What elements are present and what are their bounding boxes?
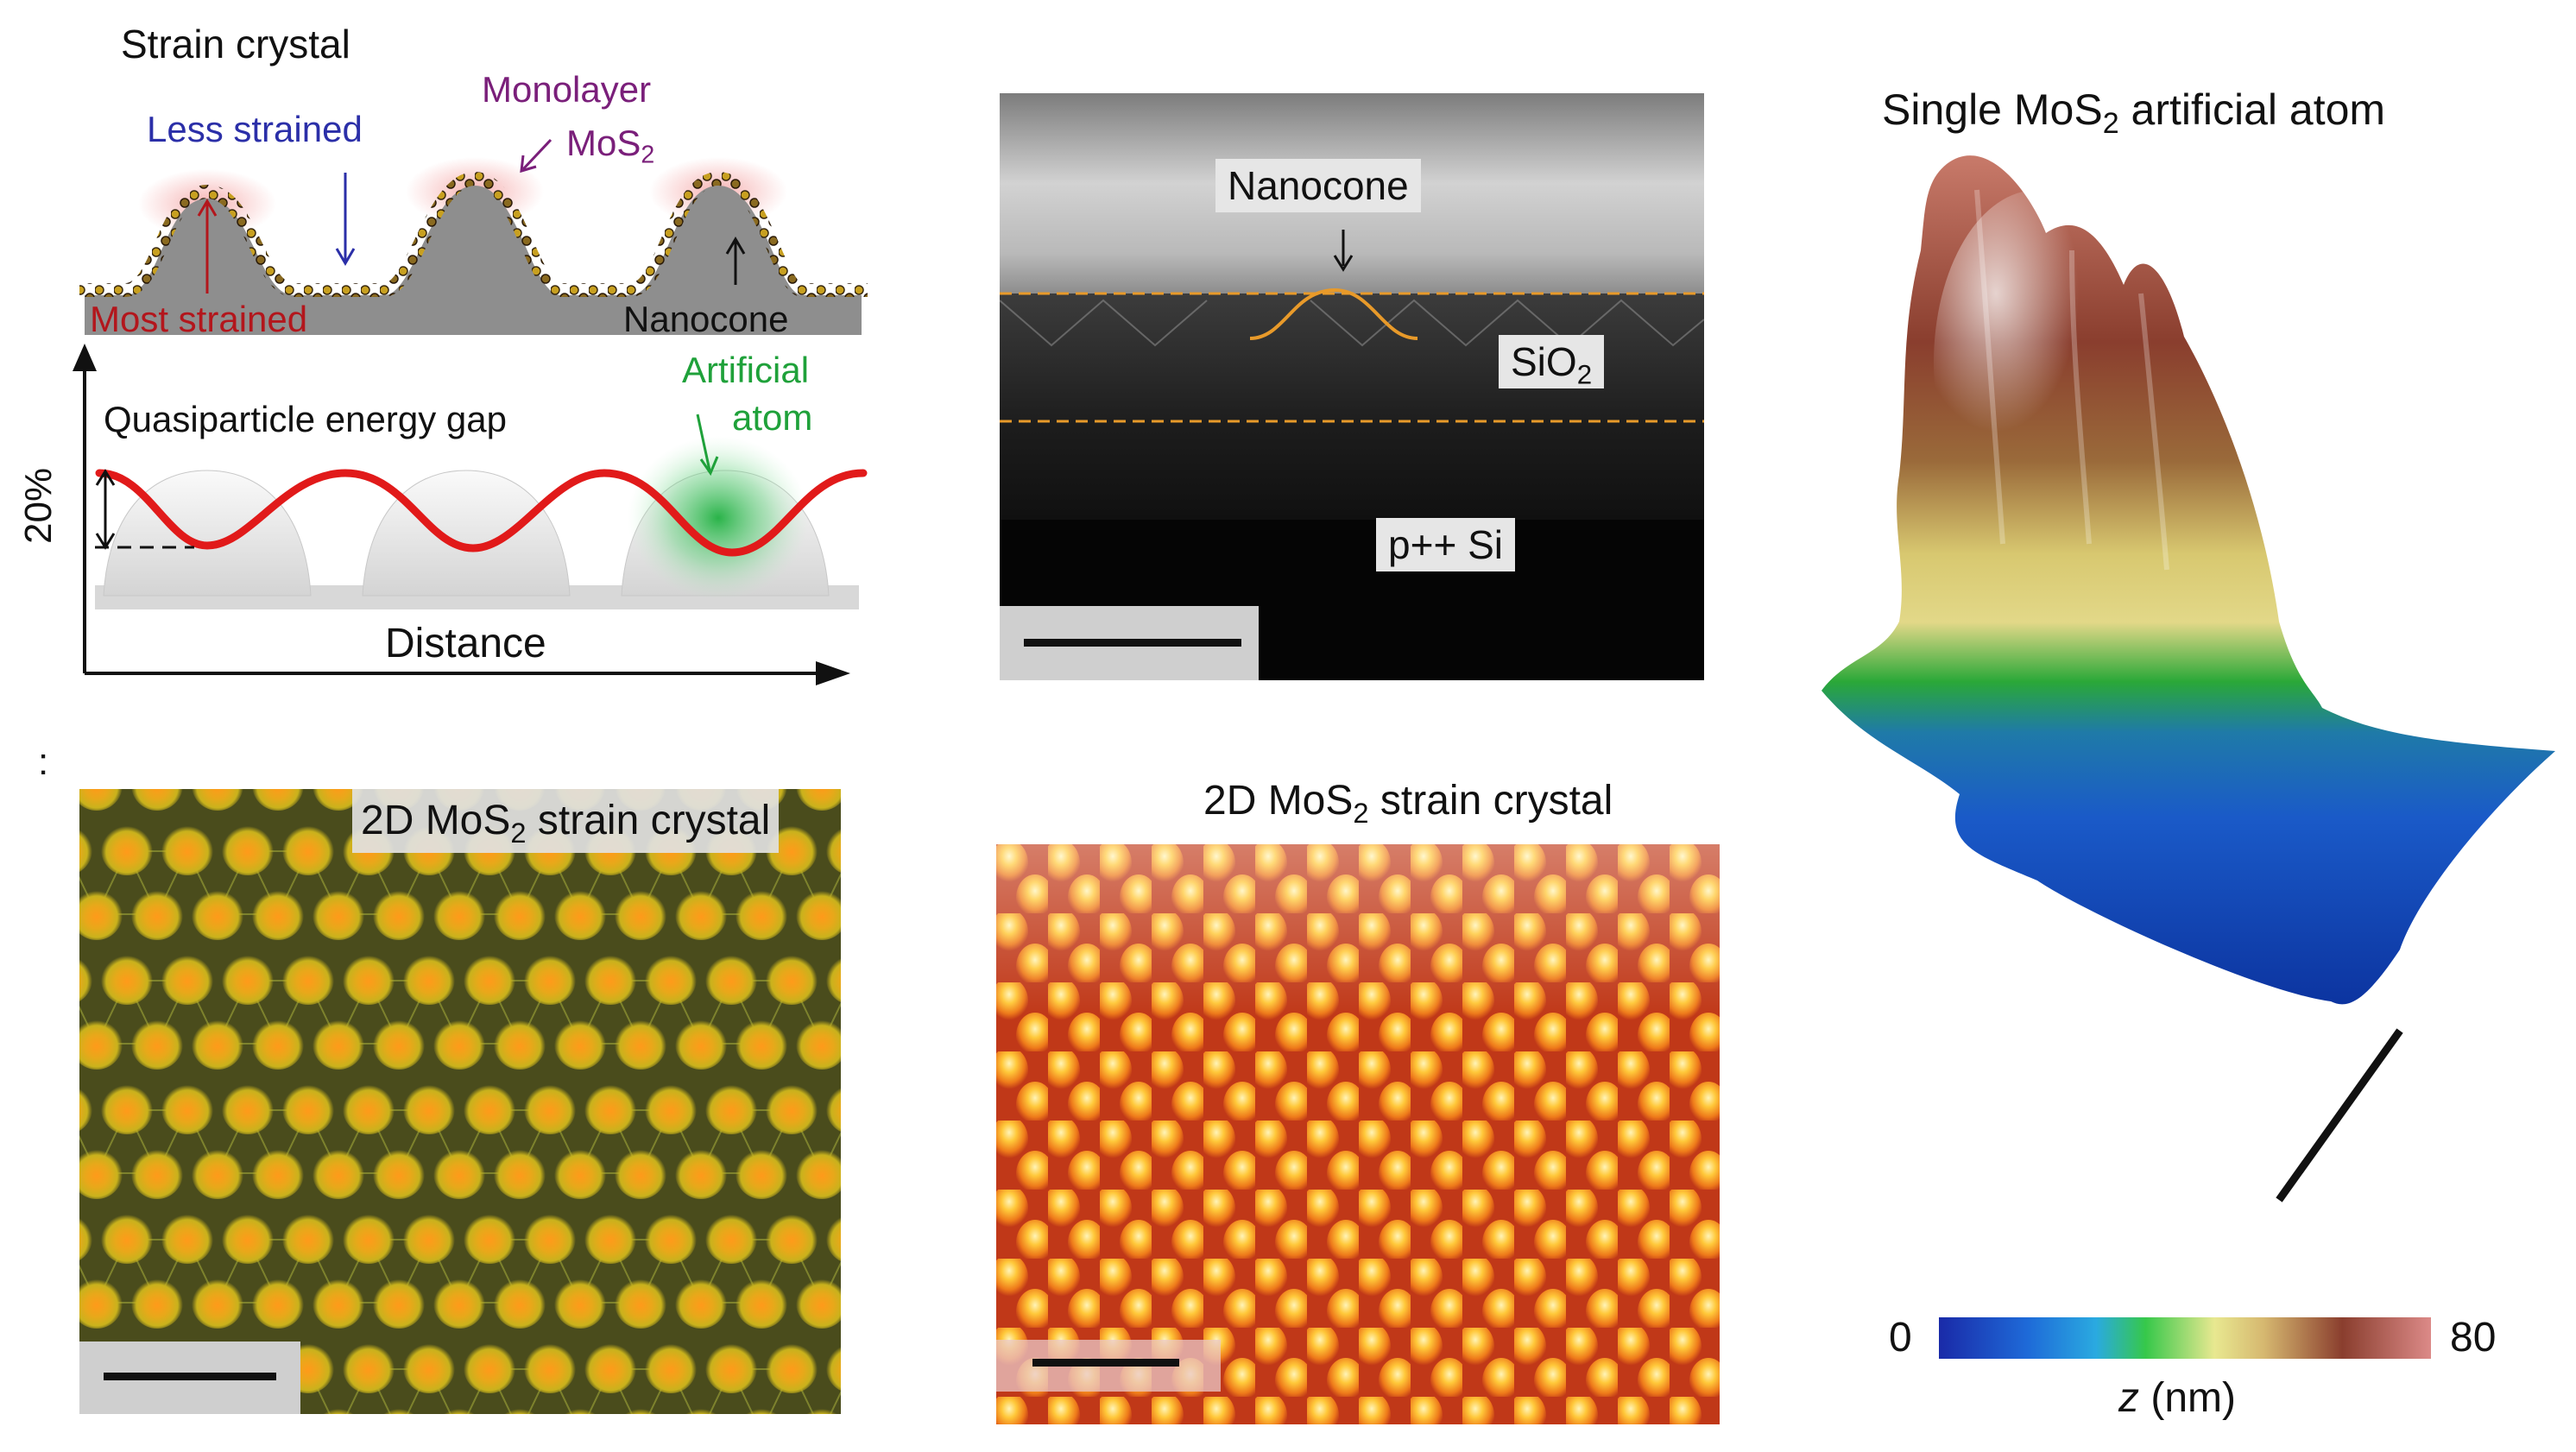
nanocone-tag: Nanocone <box>1215 159 1421 212</box>
nanocone-arrowhead <box>725 237 746 255</box>
panel-c: 2D MoS2 strain crystal <box>79 789 841 1414</box>
artificial-atom-label-1: Artificial <box>682 350 810 390</box>
scale-bar <box>104 1373 276 1380</box>
scale-bracket-top <box>95 469 116 486</box>
x-axis-arrowhead <box>816 661 850 685</box>
panel-d-label: 2D MoS2 strain crystal <box>1203 778 1613 829</box>
colorbar-max: 80 <box>2450 1315 2497 1360</box>
panel-c-array <box>79 789 841 1414</box>
panel-b-overlay <box>1000 230 1704 423</box>
monolayer-arrowhead <box>520 155 537 174</box>
energy-gap-label: Quasiparticle energy gap <box>104 399 507 439</box>
artificial-atom-glow <box>628 436 809 600</box>
less-strained-arrowhead <box>335 248 356 266</box>
y-scale-label: 20% <box>17 467 60 544</box>
mos2-monolayer <box>79 171 868 297</box>
panel-b: Nanocone SiO2 p++ Si <box>1000 93 1704 680</box>
nanocone-pointer-head <box>1333 255 1354 272</box>
panel-a: Strain crystal Less strained Monolayer M… <box>0 0 898 708</box>
panel-e-title: Single MoS2 artificial atom <box>1882 85 2386 141</box>
panel-c-label: 2D MoS2 strain crystal <box>352 789 780 853</box>
less-strained-label: Less strained <box>147 109 363 149</box>
scale-bar-box <box>996 1340 1221 1392</box>
panel-d-array <box>996 844 1720 1424</box>
colorbar-label: z (nm) <box>2118 1375 2236 1421</box>
scale-bar-box <box>79 1342 300 1414</box>
colorbar <box>1939 1317 2431 1359</box>
scale-bar-box <box>1000 606 1259 680</box>
nanocone-label: Nanocone <box>623 299 789 339</box>
dome <box>103 470 312 597</box>
x-axis-label: Distance <box>385 621 546 666</box>
scale-bar <box>2276 1028 2403 1203</box>
panel-a-graphics <box>73 138 868 685</box>
monolayer-arrow <box>521 138 552 171</box>
surface-body <box>1822 155 2555 1005</box>
nanocone-substrate <box>85 186 862 335</box>
dome <box>362 470 571 597</box>
monolayer-label: Monolayer <box>482 69 652 110</box>
monolayer-mos2-label: MoS2 <box>566 123 655 169</box>
energy-gap-curve <box>95 469 868 557</box>
panel-a-title: Strain crystal <box>121 22 350 66</box>
artificial-atom-arrow <box>696 414 711 471</box>
artificial-atom-label-2: atom <box>732 397 813 438</box>
y-axis-arrowhead <box>73 344 97 371</box>
colorbar-min: 0 <box>1889 1315 1912 1360</box>
panel-d <box>996 844 1720 1424</box>
scale-bar <box>1032 1359 1179 1367</box>
si-tag: p++ Si <box>1376 518 1515 571</box>
most-strained-label: Most strained <box>90 299 308 339</box>
panel-c-marker: : <box>38 741 49 783</box>
surface-highlight <box>1934 190 2141 535</box>
artificial-atom-surface <box>1822 155 2555 1203</box>
sio2-tag: SiO2 <box>1499 335 1605 388</box>
artificial-atom-arrowhead <box>699 456 719 477</box>
nanocone-outline <box>1249 287 1418 340</box>
most-strained-arrowhead <box>197 199 218 217</box>
scale-bar <box>1024 639 1241 647</box>
nanocone-ridges <box>1000 299 1704 347</box>
